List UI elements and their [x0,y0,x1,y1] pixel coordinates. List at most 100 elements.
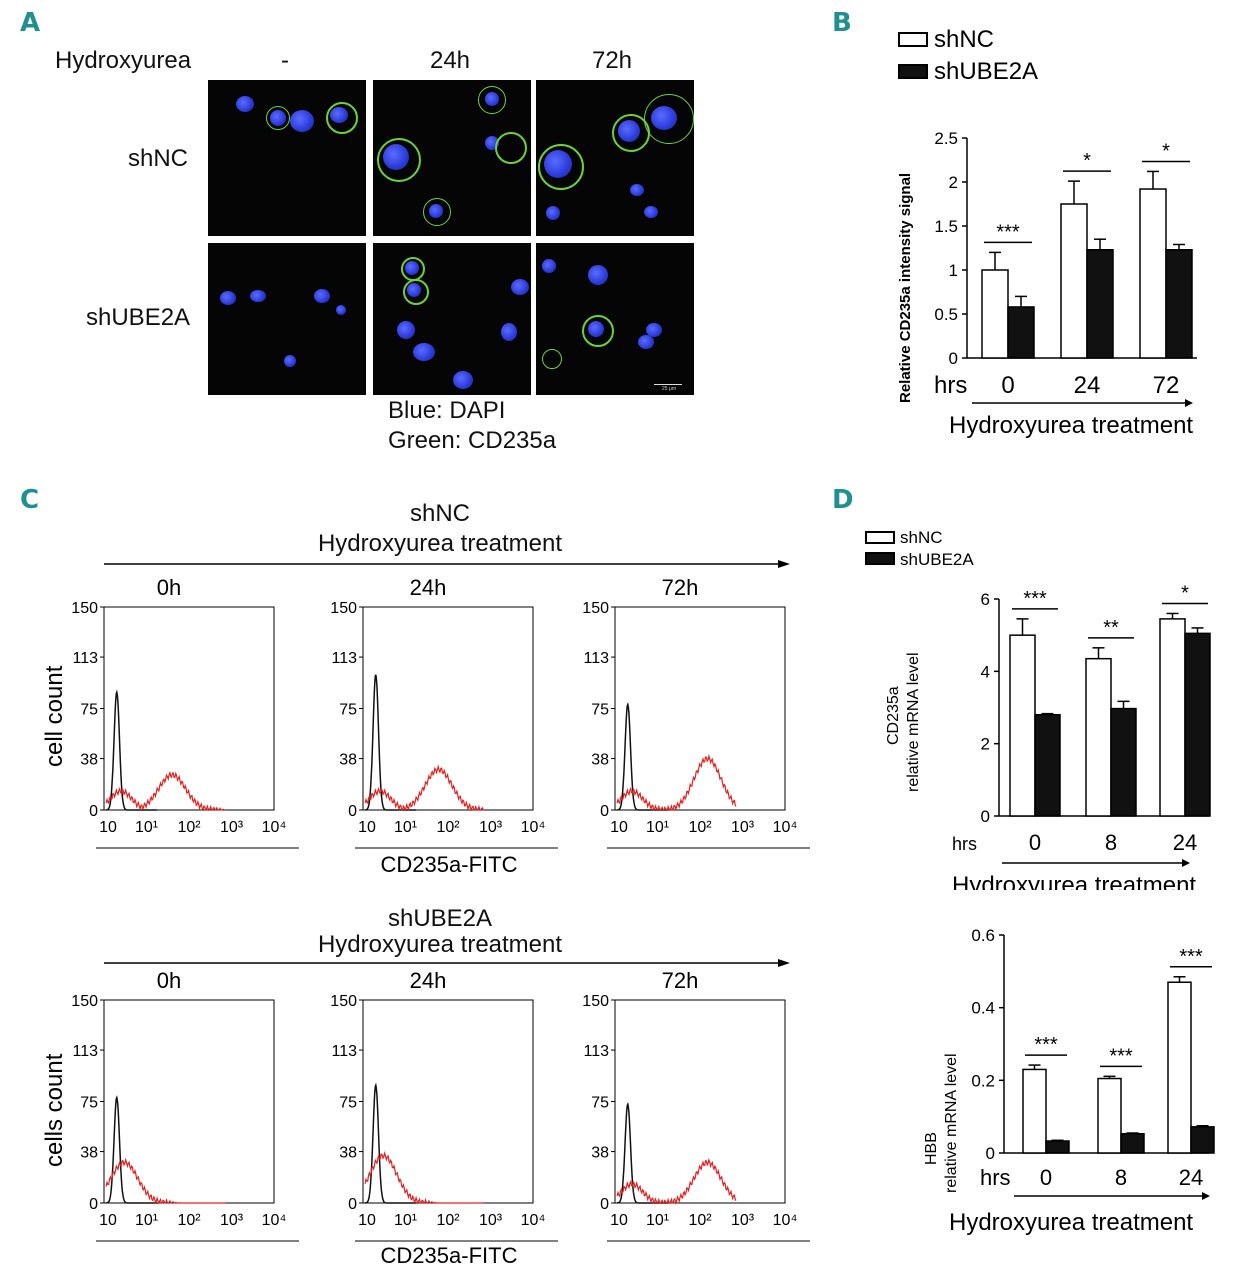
histogram-frame [362,999,534,1204]
d-bottom-xprefix: hrs [980,1165,1011,1190]
c-bottom-ylabel: cells count [41,1053,68,1167]
histogram-x-label: 10⁴ [773,819,798,836]
histogram-y-label: 0 [348,803,357,820]
d-top-ylabel-1: relative mRNA level [905,652,922,792]
histogram-x-label: 10 [99,1212,117,1229]
histogram-x-label: 10¹ [646,1212,669,1229]
histogram-timepoint: 24h [410,575,447,600]
histogram-frame [103,999,275,1204]
c-bottom-subtitle: Hydroxyurea treatment [317,931,563,958]
column-label-1: 24h [429,47,471,74]
histogram-y-label: 150 [330,993,357,1010]
panel-label-a: A [20,8,41,38]
category-label: 8 [1105,830,1117,855]
histogram-y-label: 38 [339,752,357,769]
legend-swatch-shube2a [898,64,928,79]
bar-shnc [1097,1077,1122,1154]
histogram-timepoint: 24h [410,968,447,993]
legend-label-shnc: shNC [934,26,994,53]
c-bottom-arrowhead [778,959,790,967]
histogram-y-label: 38 [80,752,98,769]
c-bottom-xlabel: CD235a-FITC [381,1243,518,1268]
y-tick-label: 0.6 [971,926,995,945]
histogram-x-label: 10² [436,1212,460,1229]
legend-label-shube2a: shUBE2A [934,58,1038,85]
histogram-control-curve [365,1082,417,1204]
histogram-stained-curve [616,1157,737,1205]
hydroxyurea-row-label: Hydroxyurea [55,47,192,74]
chart-b: shNC shUBE2A Relative CD235a intensity s… [897,26,1197,439]
y-tick-label: 0.2 [971,1071,995,1090]
histogram-frame [614,999,786,1204]
panel-label-b: B [832,8,852,38]
category-label: 0 [1040,1165,1052,1190]
histogram-x-label: 10³ [479,1212,503,1229]
histogram-y-label: 113 [72,650,98,667]
bar-shube2a [1045,1140,1070,1154]
histogram-y-label: 0 [89,803,98,820]
category-label: 24 [1074,372,1101,399]
d-legend-label-shube2a: shUBE2A [900,550,974,569]
histogram-x-label: 10³ [731,1212,755,1229]
micrograph-shube2a-72h: 25 μm [536,243,694,395]
bar-shnc [981,269,1009,359]
legend-dapi: Blue: DAPI [388,397,506,424]
histogram-x-label: 10 [610,819,628,836]
histogram-y-label: 75 [591,1095,609,1112]
histogram-y-label: 150 [71,993,98,1010]
panel-label-d: D [832,485,854,515]
histogram-x-label: 10⁴ [262,1212,287,1229]
category-label: 24 [1179,1165,1203,1190]
histogram-x-label: 10 [358,1212,376,1229]
histogram-x-label: 10³ [220,819,244,836]
column-label-0: - [281,47,289,74]
histogram-x-label: 10 [358,819,376,836]
scale-bar [654,384,682,385]
histogram-control-curve [365,674,417,811]
panel-label-c: C [20,485,40,515]
histogram-x-label: 10¹ [135,1212,158,1229]
histogram-y-label: 38 [591,1145,609,1162]
histogram-stained-curve [105,1157,226,1205]
significance-label: *** [1034,1034,1058,1056]
legend-swatch-shnc [898,32,928,47]
histogram-frame [103,606,275,811]
histogram-frame [614,606,786,811]
d-bottom-arrowhead [1202,1192,1210,1200]
histogram-x-label: 10³ [479,819,503,836]
y-tick-label: 0 [949,349,958,368]
row-label-shube2a: shUBE2A [86,304,191,331]
category-label: 24 [1173,830,1197,855]
histogram-x-label: 10⁴ [521,819,546,836]
histogram-x-label: 10⁴ [521,1212,546,1229]
histogram-x-label: 10¹ [135,819,158,836]
d-legend-swatch-shube2a [865,552,895,565]
histogram-x-label: 10³ [731,819,755,836]
bar-shube2a [1184,632,1211,817]
histogram-x-label: 10 [610,1212,628,1229]
y-tick-label: 0 [981,807,990,826]
significance-label: * [1181,582,1189,604]
bar-shnc [1009,634,1036,817]
x-axis-label: Hydroxyurea treatment [949,412,1193,439]
c-bottom-title: shUBE2A [387,905,493,932]
histogram-x-label: 10¹ [646,819,669,836]
d-legend-label-shnc: shNC [900,528,943,547]
histogram-x-label: 10 [99,819,117,836]
scale-bar-label: 25 μm [662,386,676,392]
chart-d-top: shNC shUBE2A relative mRNA level CD235a … [865,528,1211,890]
histogram-x-label: 10² [688,819,712,836]
histogram-x-label: 10³ [220,1212,244,1229]
d-top-xlabel: Hydroxyurea treatment [952,872,1196,890]
significance-label: *** [1179,946,1203,968]
bar-shube2a [1120,1132,1145,1154]
d-bottom-ylabel-0: HBB [923,1132,940,1165]
significance-label: *** [1023,588,1047,610]
histogram-y-label: 0 [600,803,609,820]
micrograph-shnc-24h [373,80,531,236]
histogram-stained-curve [616,753,737,812]
bar-shube2a [1190,1126,1215,1154]
y-axis-label: Relative CD235a intensity signal [897,173,914,403]
histogram-y-label: 150 [330,600,357,617]
d-top-ylabel-0: CD235a [885,686,902,745]
